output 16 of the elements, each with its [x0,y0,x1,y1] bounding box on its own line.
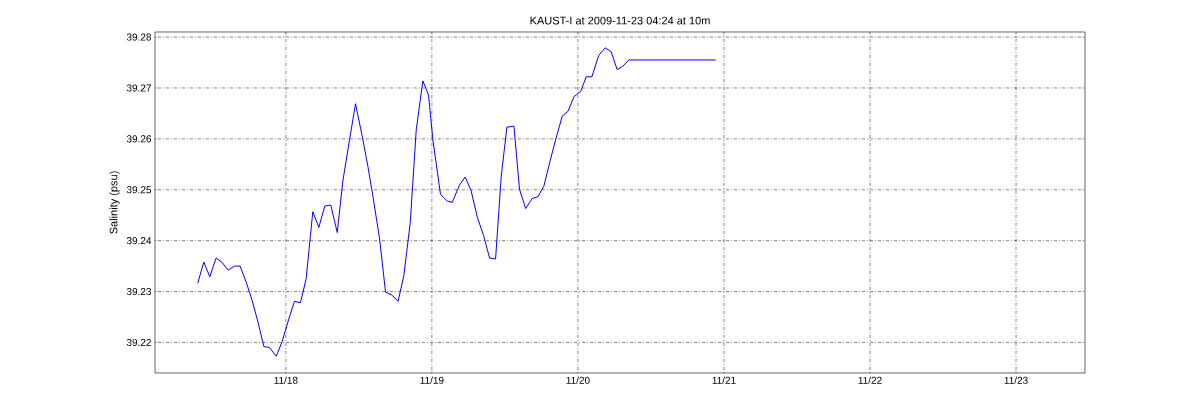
x-tick-label: 11/23 [1004,376,1028,384]
y-tick-label: 39.25 [126,186,152,194]
y-tick-label: 39.22 [126,338,151,346]
y-tick-label: 39.28 [126,33,152,41]
x-tick-label: 11/21 [712,376,736,384]
x-tick-label: 11/19 [420,376,444,384]
x-tick-label: 11/20 [566,376,590,384]
y-tick-label: 39.26 [126,135,152,143]
y-tick-label: 39.23 [126,288,152,296]
y-tick-label: 39.27 [126,84,151,92]
y-tick-label: 39.24 [126,237,152,245]
line-series [197,47,716,357]
x-tick-label: 11/22 [858,376,882,384]
x-tick-label: 11/18 [274,376,298,384]
y-axis-title: Salinity (psu) [109,171,120,234]
chart-title: KAUST-I at 2009-11-23 04:24 at 10m [530,16,710,25]
